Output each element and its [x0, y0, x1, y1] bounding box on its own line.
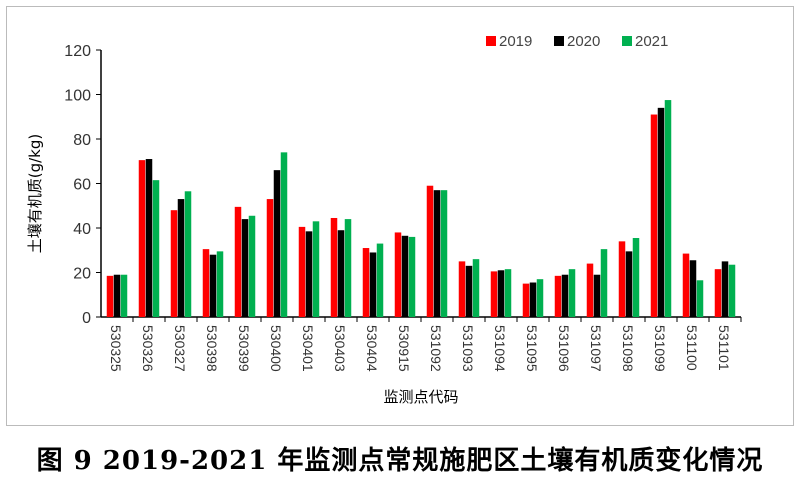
- bar-2019-531095: [522, 283, 530, 317]
- bar-2019-530398: [202, 249, 210, 317]
- y-axis-label: 土壤有机质(g/kg): [26, 134, 44, 254]
- bar-2019-530404: [362, 248, 370, 317]
- bar-2020-530399: [241, 219, 249, 317]
- bar-2020-530327: [177, 199, 185, 317]
- bar-2019-530403: [330, 217, 338, 317]
- y-tick-label: 20: [73, 266, 91, 283]
- bar-2020-530404: [369, 252, 377, 317]
- bar-2020-530326: [145, 159, 153, 317]
- bar-2021-530403: [344, 219, 352, 317]
- legend-swatch-2019: [486, 36, 496, 46]
- bar-2020-531093: [465, 265, 473, 317]
- bar-2021-530401: [312, 221, 320, 317]
- bar-2020-531100: [689, 260, 697, 317]
- x-tick-label: 531101: [716, 325, 732, 371]
- bar-2021-530915: [408, 236, 416, 317]
- bar-2021-530404: [376, 243, 384, 317]
- x-tick-label: 530325: [108, 325, 124, 372]
- bar-2019-530327: [170, 210, 178, 317]
- x-tick-label: 531096: [556, 325, 572, 372]
- bar-2020-530403: [337, 230, 345, 317]
- legend-label-2021: 2021: [635, 33, 668, 50]
- x-tick-label: 530401: [300, 325, 316, 372]
- x-tick-label: 530404: [364, 325, 380, 372]
- bar-2021-531094: [504, 269, 512, 317]
- x-tick-label: 530400: [268, 325, 284, 372]
- x-tick-label: 531095: [524, 325, 540, 372]
- y-tick-label: 60: [73, 177, 91, 194]
- bar-2021-531095: [536, 279, 544, 317]
- y-tick-label: 40: [73, 221, 91, 238]
- bar-2019-531096: [554, 275, 562, 317]
- y-tick-label: 100: [64, 88, 91, 105]
- legend-swatch-2021: [622, 36, 632, 46]
- bar-2021-531092: [440, 190, 448, 317]
- bar-2020-530915: [401, 235, 409, 317]
- bar-2021-531099: [664, 100, 672, 317]
- legend-label-2019: 2019: [499, 33, 532, 50]
- x-axis-label: 监测点代码: [383, 388, 458, 406]
- x-tick-label: 531093: [460, 325, 476, 372]
- bar-2021-530326: [152, 180, 160, 317]
- bar-2020-531092: [433, 190, 441, 317]
- x-tick-label: 531100: [684, 325, 700, 371]
- bar-2019-531094: [490, 271, 498, 317]
- y-tick-label: 0: [82, 310, 91, 327]
- bar-2019-530400: [266, 199, 274, 317]
- bar-2019-530399: [234, 206, 242, 317]
- bar-2021-531096: [568, 269, 576, 317]
- bar-2020-530398: [209, 254, 217, 317]
- bar-2020-530400: [273, 170, 281, 317]
- bar-2019-531098: [618, 241, 626, 317]
- y-tick-label: 80: [73, 132, 91, 149]
- bar-2019-530915: [394, 232, 402, 317]
- x-tick-label: 530326: [140, 325, 156, 372]
- bar-2019-531100: [682, 253, 690, 317]
- bar-2020-531097: [593, 274, 601, 317]
- x-tick-label: 530915: [396, 325, 412, 372]
- bar-2021-530399: [248, 215, 256, 317]
- bar-2021-531093: [472, 259, 480, 317]
- x-tick-label: 531097: [588, 325, 604, 372]
- bar-2020-531099: [657, 107, 665, 317]
- bar-2020-531098: [625, 251, 633, 317]
- y-tick-label: 120: [64, 43, 91, 60]
- x-tick-label: 531094: [492, 325, 508, 372]
- bar-2021-531101: [728, 264, 736, 317]
- x-tick-label: 531098: [620, 325, 636, 372]
- bar-2020-531101: [721, 261, 729, 317]
- bar-2021-530400: [280, 152, 288, 317]
- x-tick-label: 531092: [428, 325, 444, 372]
- bar-2019-531092: [426, 185, 434, 317]
- bar-2020-530401: [305, 231, 313, 317]
- bar-2020-530325: [113, 274, 121, 317]
- x-tick-label: 530403: [332, 325, 348, 372]
- bar-2021-531097: [600, 249, 608, 317]
- bar-2019-531093: [458, 261, 466, 317]
- bar-2019-530326: [138, 160, 146, 317]
- bar-2021-530325: [120, 274, 128, 317]
- legend-swatch-2020: [554, 36, 564, 46]
- x-tick-label: 531099: [652, 325, 668, 372]
- bar-2021-531098: [632, 238, 640, 317]
- bar-2020-531096: [561, 274, 569, 317]
- bar-2019-530325: [106, 275, 114, 317]
- bar-2019-531097: [586, 263, 594, 317]
- chart-frame: [6, 6, 794, 426]
- bar-2021-530398: [216, 251, 224, 317]
- bar-2020-531095: [529, 282, 537, 317]
- bar-2019-530401: [298, 226, 306, 317]
- legend-label-2020: 2020: [567, 33, 600, 50]
- x-tick-label: 530399: [236, 325, 252, 372]
- x-tick-label: 530327: [172, 325, 188, 372]
- figure-caption: 图 9 2019-2021 年监测点常规施肥区土壤有机质变化情况: [36, 446, 764, 476]
- bar-2021-531100: [696, 280, 704, 317]
- bar-2019-531101: [714, 269, 722, 317]
- bar-chart: 0 20 40 60 80 100 120 530325 530326 530327 530398 5…: [26, 33, 742, 406]
- bar-2021-530327: [184, 191, 192, 317]
- x-tick-label: 530398: [204, 325, 220, 372]
- bar-2019-531099: [650, 114, 658, 318]
- bar-2020-531094: [497, 270, 505, 317]
